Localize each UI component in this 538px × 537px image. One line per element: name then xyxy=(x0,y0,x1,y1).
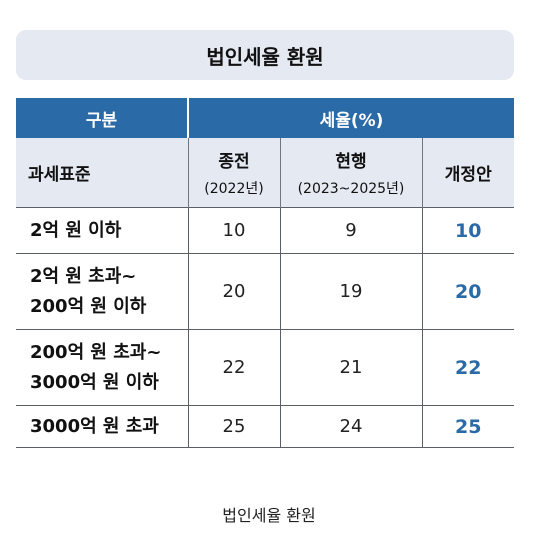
current-header: 현행 (2023~2025년) xyxy=(279,138,422,208)
base-header: 과세표준 xyxy=(16,138,188,208)
bracket-text: 3000억 원 초과 xyxy=(30,415,159,437)
current-rate-cell: 21 xyxy=(279,329,422,406)
bracket-cell: 2억 원 이하 xyxy=(16,207,188,254)
table-row: 3000억 원 초과 25 24 25 xyxy=(16,405,515,448)
table-row: 2억 원 초과~ 200억 원 이하 20 19 20 xyxy=(16,253,515,330)
bracket-cell: 200억 원 초과~ 3000억 원 이하 xyxy=(16,329,188,406)
current-period: (2023~2025년) xyxy=(297,181,405,197)
table-title: 법인세율 환원 xyxy=(16,30,514,80)
header-row-sub: 과세표준 종전 (2022년) 현행 (2023~2025년) 개정안 xyxy=(16,138,515,208)
bracket-text-2: 200억 원 이하 xyxy=(30,295,147,317)
proposal-header: 개정안 xyxy=(421,138,515,208)
header-row-top: 구분 세율(%) xyxy=(16,98,515,138)
current-rate-cell: 19 xyxy=(279,253,422,330)
proposal-rate-cell: 20 xyxy=(421,253,515,330)
bracket-text-2: 3000억 원 이하 xyxy=(30,371,159,393)
bracket-text: 200억 원 초과~ xyxy=(30,341,162,363)
bracket-text: 2억 원 이하 xyxy=(30,219,122,241)
group-header: 구분 xyxy=(16,98,189,138)
current-label: 현행 xyxy=(335,152,367,172)
prev-rate-cell: 10 xyxy=(187,207,280,254)
table-row: 2억 원 이하 10 9 10 xyxy=(16,207,515,254)
prev-rate-cell: 20 xyxy=(187,253,280,330)
bracket-cell: 3000억 원 초과 xyxy=(16,405,188,448)
proposal-rate-cell: 22 xyxy=(421,329,515,406)
figure-caption: 법인세율 환원 xyxy=(222,506,316,525)
current-rate-cell: 24 xyxy=(279,405,422,448)
prev-period: (2022년) xyxy=(204,181,264,197)
prev-header: 종전 (2022년) xyxy=(187,138,280,208)
prev-rate-cell: 22 xyxy=(187,329,280,406)
bracket-cell: 2억 원 초과~ 200억 원 이하 xyxy=(16,253,188,330)
rate-header: 세율(%) xyxy=(188,98,515,138)
prev-label: 종전 xyxy=(218,152,250,172)
tax-rate-table: 구분 세율(%) 과세표준 종전 (2022년) 현행 (2023~2025년)… xyxy=(16,98,515,448)
prev-rate-cell: 25 xyxy=(187,405,280,448)
current-rate-cell: 9 xyxy=(279,207,422,254)
proposal-rate-cell: 10 xyxy=(421,207,515,254)
table-row: 200억 원 초과~ 3000억 원 이하 22 21 22 xyxy=(16,329,515,406)
bracket-text: 2억 원 초과~ xyxy=(30,265,137,287)
proposal-rate-cell: 25 xyxy=(421,405,515,448)
